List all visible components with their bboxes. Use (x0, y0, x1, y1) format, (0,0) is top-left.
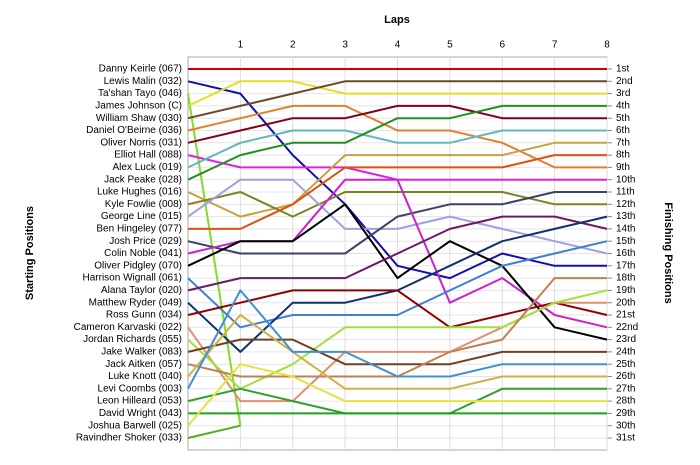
y-axis-label: Starting Positions (24, 206, 36, 300)
y2-tick-label: 29th (616, 408, 635, 419)
start-label: Cameron Karvaski (022) (74, 322, 182, 333)
x-tick-label: 1 (238, 40, 244, 51)
y2-tick-label: 21st (616, 310, 635, 321)
y2-tick-label: 20th (616, 297, 635, 308)
chart-title: Laps (384, 14, 410, 26)
start-label: Luke Hughes (016) (97, 187, 182, 198)
start-label: James Johnson (C) (95, 101, 182, 112)
y2-tick-label: 22nd (616, 322, 638, 333)
start-label: Oliver Norris (031) (100, 137, 182, 148)
y2-tick-label: 25th (616, 359, 635, 370)
driver-line (187, 178, 608, 255)
y2-tick-label: 14th (616, 224, 635, 235)
y2-tick-label: 10th (616, 174, 635, 185)
start-label: Elliot Hall (088) (114, 150, 182, 161)
driver-line (187, 289, 607, 390)
y2-tick-label: 2nd (616, 76, 633, 87)
start-label: Joshua Barwell (025) (88, 420, 182, 431)
start-label: William Shaw (030) (96, 113, 182, 124)
y2-tick-label: 11th (616, 187, 635, 198)
start-label: Jack Peake (028) (104, 174, 182, 185)
y2-tick-label: 1st (616, 64, 630, 75)
x-tick-label: 8 (604, 40, 610, 51)
y2-tick-label: 19th (616, 285, 635, 296)
y2-tick-label: 31st (616, 433, 635, 444)
start-label: Kyle Fowlie (008) (105, 199, 182, 210)
start-label: Ben Hingeley (077) (96, 224, 182, 235)
x-tick-label: 3 (342, 40, 348, 51)
driver-line (187, 363, 607, 427)
driver-line (187, 129, 607, 169)
driver-line (187, 141, 607, 218)
start-label: Danny Keirle (067) (99, 64, 182, 75)
driver-line (187, 80, 607, 120)
driver-line (187, 80, 607, 107)
start-label: Luke Knott (040) (108, 371, 182, 382)
y2-tick-label: 13th (616, 211, 635, 222)
y2-tick-label: 16th (616, 248, 635, 259)
driver-line (187, 104, 607, 144)
start-label: Alana Taylor (020) (101, 285, 182, 296)
y2-tick-label: 18th (616, 273, 635, 284)
start-label: Levi Coombs (003) (98, 383, 182, 394)
y2-tick-label: 4th (616, 101, 630, 112)
y2-tick-label: 28th (616, 396, 635, 407)
driver-line (187, 191, 607, 218)
start-label: Jack Aitken (057) (105, 359, 182, 370)
driver-line (187, 93, 242, 426)
driver-line (187, 191, 607, 255)
start-label: Harrison Wignall (061) (83, 273, 182, 284)
start-label: Leon Hilleard (053) (97, 396, 182, 407)
start-label: Ta'shan Tayo (046) (98, 88, 182, 99)
start-label: Lewis Malin (032) (104, 76, 182, 87)
y2-tick-label: 3rd (616, 88, 630, 99)
start-label: Matthew Ryder (049) (89, 297, 182, 308)
x-tick-label: 2 (290, 40, 296, 51)
start-label: Ross Gunn (034) (106, 310, 182, 321)
start-label: Josh Price (029) (109, 236, 182, 247)
y2-tick-label: 6th (616, 125, 630, 136)
start-label: David Wright (043) (99, 408, 182, 419)
start-label: Ravindher Shoker (033) (76, 433, 182, 444)
y2-axis-label: Finishing Positions (662, 202, 674, 303)
y2-tick-label: 17th (616, 260, 635, 271)
start-label: George Line (015) (101, 211, 182, 222)
driver-line (188, 154, 607, 230)
driver-line (187, 289, 608, 390)
y2-tick-label: 12th (616, 199, 635, 210)
driver-line (187, 215, 608, 292)
x-tick-label: 5 (447, 40, 453, 51)
start-label: Jordan Richards (055) (83, 334, 182, 345)
y2-tick-label: 27th (616, 383, 635, 394)
driver-line (187, 424, 241, 439)
driver-line (187, 104, 607, 181)
y2-tick-label: 30th (616, 420, 635, 431)
start-label: Oliver Pidgley (070) (94, 260, 182, 271)
x-tick-label: 4 (395, 40, 401, 51)
start-label: Alex Luck (019) (113, 162, 182, 173)
y2-tick-label: 5th (616, 113, 630, 124)
y2-tick-label: 8th (616, 150, 630, 161)
driver-line (187, 338, 607, 366)
x-tick-label: 6 (499, 40, 505, 51)
start-label: Daniel O'Beirne (036) (86, 125, 182, 136)
y2-tick-label: 9th (616, 162, 630, 173)
driver-line (187, 240, 608, 329)
start-label: Colin Noble (041) (104, 248, 182, 259)
driver-line (187, 289, 608, 329)
y2-tick-label: 7th (616, 137, 630, 148)
y2-tick-label: 26th (616, 371, 635, 382)
x-tick-label: 7 (552, 40, 558, 51)
y2-tick-label: 23rd (616, 334, 636, 345)
start-label: Jake Walker (083) (101, 347, 182, 358)
driver-line (187, 314, 607, 390)
y2-tick-label: 15th (616, 236, 635, 247)
y2-tick-label: 24th (616, 347, 635, 358)
